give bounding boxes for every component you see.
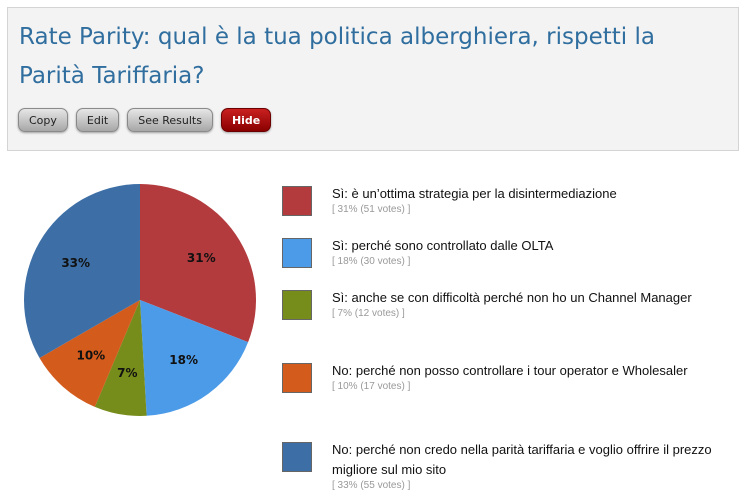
copy-button[interactable]: Copy xyxy=(18,108,68,132)
legend-item: Sì: è un’ottima strategia per la disinte… xyxy=(282,184,742,236)
legend-votes: [ 10% (17 votes) ] xyxy=(332,381,411,392)
legend-swatch xyxy=(282,186,312,216)
poll-actions: Copy Edit See Results Hide xyxy=(18,108,279,132)
pie-slice-label: 33% xyxy=(61,256,90,270)
legend-label: No: perché non credo nella parità tariff… xyxy=(332,442,712,477)
pie-slice xyxy=(39,300,140,407)
legend-swatch xyxy=(282,238,312,268)
pie-slice-label: 10% xyxy=(76,349,105,363)
legend-item: No: perché non credo nella parità tariff… xyxy=(282,440,742,496)
see-results-button[interactable]: See Results xyxy=(127,108,213,132)
pie-slice xyxy=(140,184,256,343)
legend-label: Sì: anche se con difficoltà perché non h… xyxy=(332,290,692,305)
pie-slice xyxy=(140,300,249,416)
legend-item: Sì: perché sono controllato dalle OLTA [… xyxy=(282,236,742,288)
hide-button[interactable]: Hide xyxy=(220,108,272,132)
legend-label: No: perché non posso controllare i tour … xyxy=(332,363,688,378)
legend-votes: [ 33% (55 votes) ] xyxy=(332,480,411,491)
pie-slice xyxy=(23,184,140,358)
legend-label: Sì: perché sono controllato dalle OLTA xyxy=(332,238,554,253)
legend-item: No: perché non posso controllare i tour … xyxy=(282,361,742,440)
legend-item: Sì: anche se con difficoltà perché non h… xyxy=(282,288,742,361)
legend-label: Sì: è un’ottima strategia per la disinte… xyxy=(332,186,617,201)
legend-swatch xyxy=(282,290,312,320)
chart-legend: Sì: è un’ottima strategia per la disinte… xyxy=(282,184,742,496)
legend-votes: [ 7% (12 votes) ] xyxy=(332,308,405,319)
legend-swatch xyxy=(282,442,312,472)
legend-swatch xyxy=(282,363,312,393)
poll-title: Rate Parity: qual è la tua politica albe… xyxy=(19,24,655,89)
pie-slice-label: 7% xyxy=(117,366,137,380)
legend-votes: [ 18% (30 votes) ] xyxy=(332,256,411,267)
edit-button[interactable]: Edit xyxy=(75,108,120,132)
pie-slice xyxy=(94,300,147,416)
results-pie-chart: 31% 18% 7% 10% 33% xyxy=(23,184,256,416)
pie-slice-label: 31% xyxy=(187,251,216,265)
legend-votes: [ 31% (51 votes) ] xyxy=(332,204,411,215)
poll-header: Rate Parity: qual è la tua politica albe… xyxy=(7,7,739,151)
pie-slice-label: 18% xyxy=(169,353,198,367)
